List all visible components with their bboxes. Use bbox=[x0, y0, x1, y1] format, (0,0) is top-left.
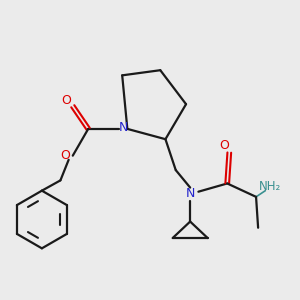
Text: N: N bbox=[185, 187, 195, 200]
Text: O: O bbox=[61, 149, 70, 162]
Text: NH₂: NH₂ bbox=[259, 180, 282, 193]
Text: N: N bbox=[118, 122, 128, 134]
Text: O: O bbox=[219, 139, 229, 152]
Text: O: O bbox=[62, 94, 71, 106]
